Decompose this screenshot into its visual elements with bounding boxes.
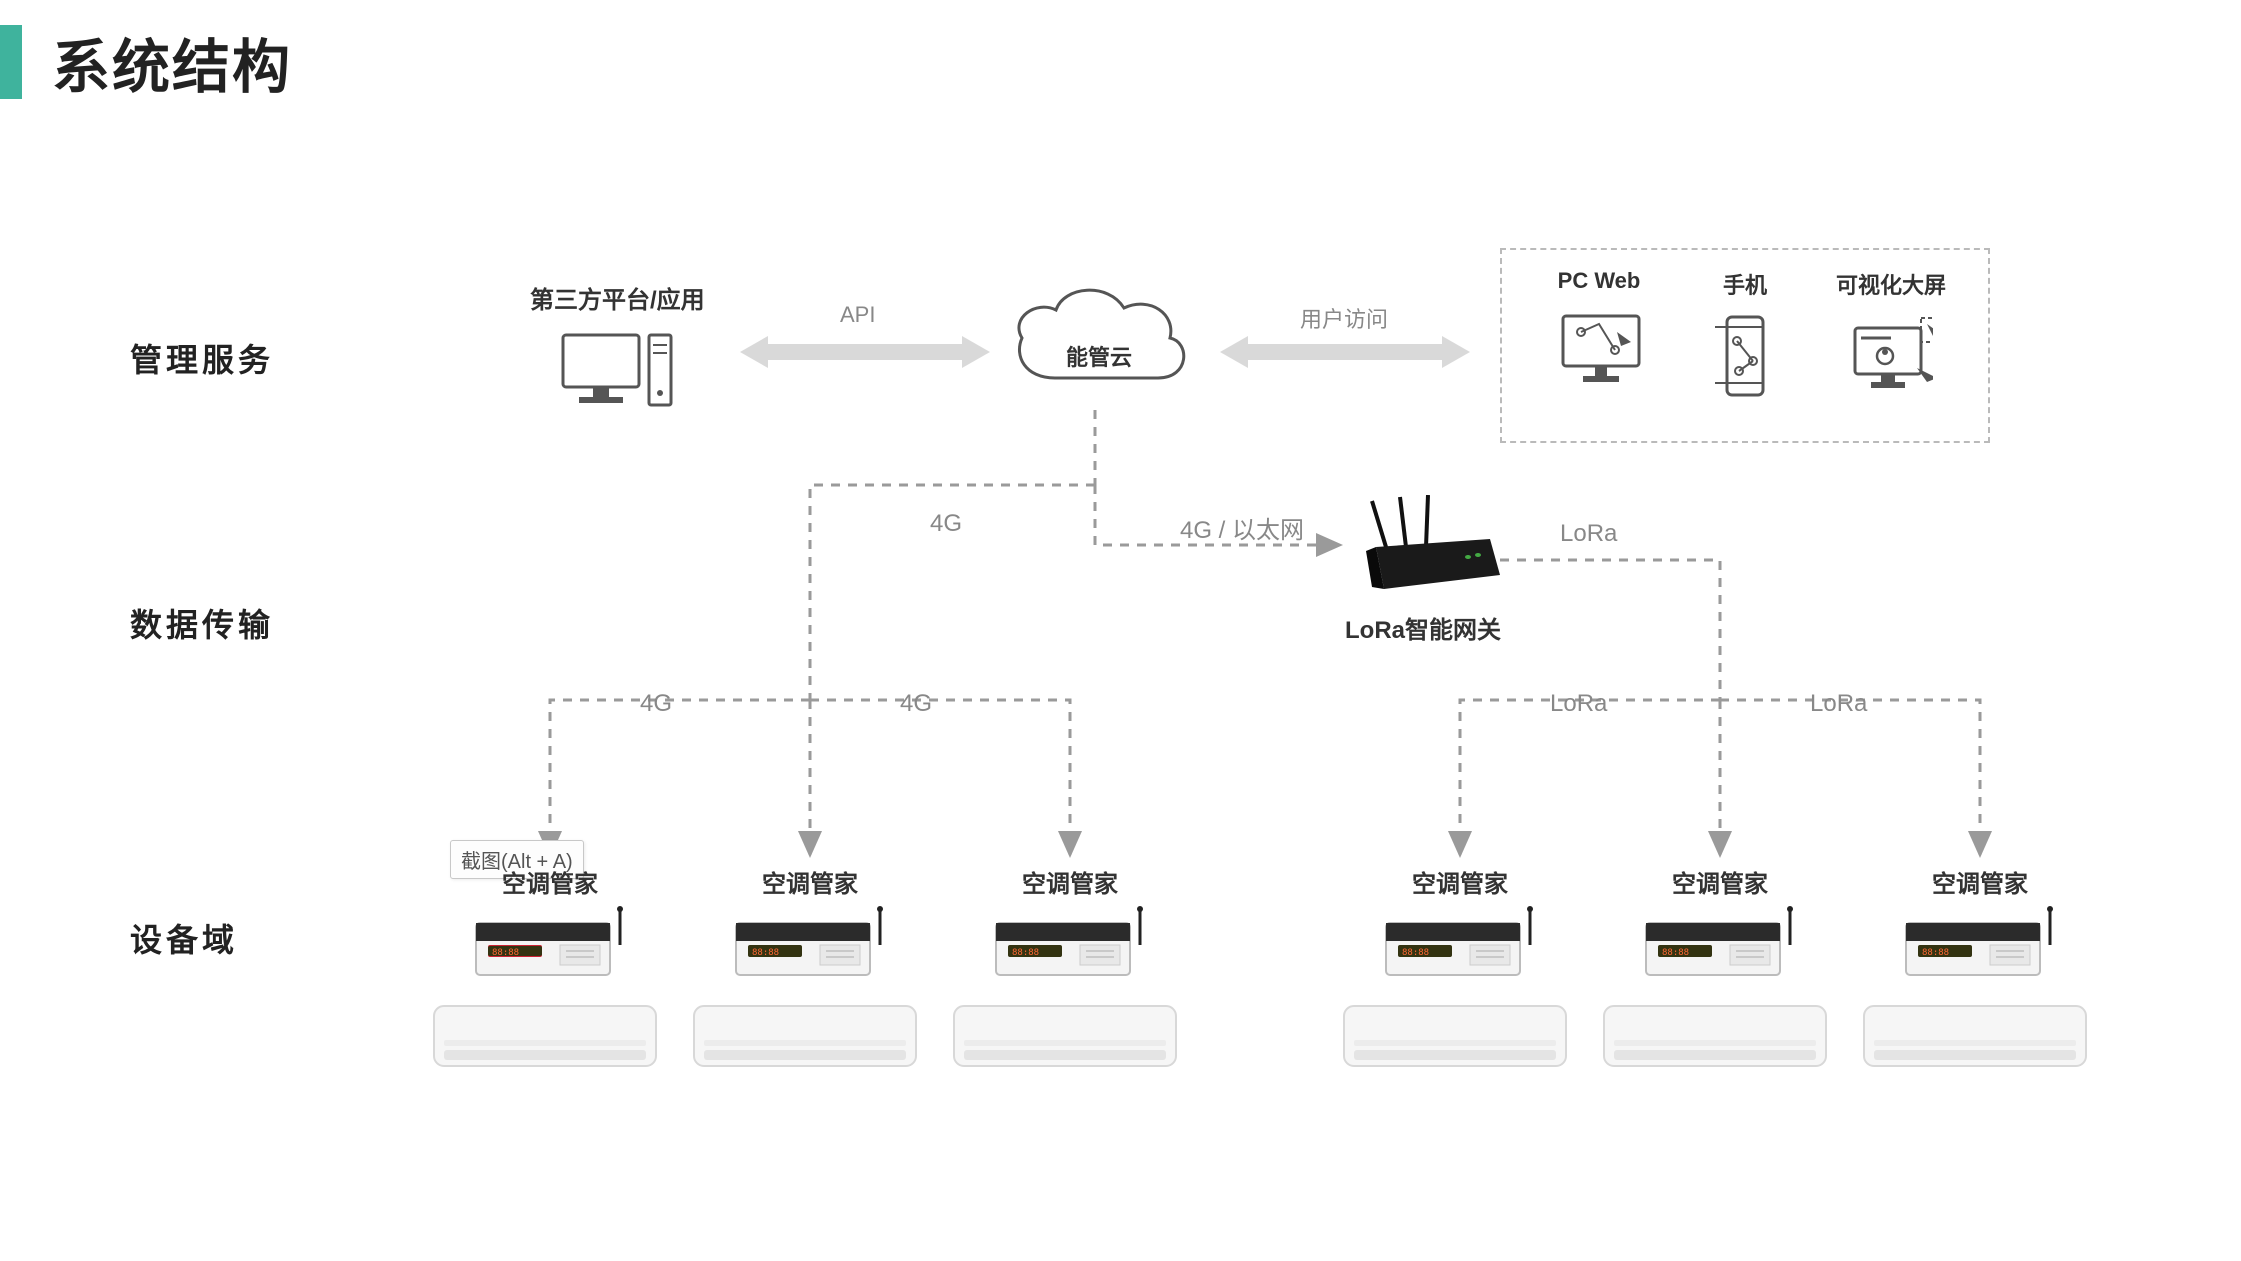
controller-icon: 88:88 [1380, 905, 1540, 985]
svg-text:88:88: 88:88 [492, 948, 519, 958]
gateway-icon [1350, 495, 1510, 605]
title-accent [0, 25, 22, 99]
branch-lora-1: LoRa [1550, 690, 1607, 718]
row-label-device: 设备域 [130, 915, 238, 961]
controller-icon: 88:88 [990, 905, 1150, 985]
svg-text:88:88: 88:88 [1402, 948, 1429, 958]
branch-4g-2: 4G [900, 690, 932, 718]
third-party-block: 第三方平台/应用 [530, 280, 705, 413]
device-title-6: 空调管家 [1932, 864, 2028, 899]
svg-text:88:88: 88:88 [1922, 948, 1949, 958]
device-title-4: 空调管家 [1412, 864, 1508, 899]
device-title-1: 空调管家 [502, 864, 598, 899]
device-col-1: 空调管家 88:88 [460, 864, 640, 985]
ac-unit-4 [1340, 1000, 1550, 1070]
controller-icon: 88:88 [470, 905, 630, 985]
row-label-management: 管理服务 [130, 335, 274, 381]
client-mobile: 手机 [1672, 268, 1818, 398]
device-col-6: 空调管家 88:88 [1890, 864, 2070, 985]
edge-4g-eth: 4G / 以太网 [1180, 510, 1304, 545]
gateway-node [1350, 495, 1500, 610]
clients-box: PC Web 手机 [1500, 248, 1990, 443]
ac-unit-6 [1860, 1000, 2070, 1070]
row-label-transport: 数据传输 [130, 600, 274, 646]
desktop-tower-icon [557, 329, 677, 413]
branch-4g-1: 4G [640, 690, 672, 718]
ac-unit-3 [950, 1000, 1160, 1070]
ac-unit-5 [1600, 1000, 1810, 1070]
user-arrow [1220, 334, 1470, 366]
ac-unit-1 [430, 1000, 640, 1070]
title-bar: 系统结构 [0, 20, 292, 104]
user-label: 用户访问 [1300, 302, 1388, 334]
client-screen-title: 可视化大屏 [1836, 268, 1946, 300]
device-col-3: 空调管家 88:88 [980, 864, 1160, 985]
third-party-title: 第三方平台/应用 [530, 280, 705, 315]
edge-4g-left: 4G [930, 510, 962, 538]
svg-text:88:88: 88:88 [1012, 948, 1039, 958]
device-title-3: 空调管家 [1022, 864, 1118, 899]
svg-text:88:88: 88:88 [752, 948, 779, 958]
client-screen: 可视化大屏 [1818, 268, 1964, 398]
pc-web-icon [1557, 308, 1641, 392]
controller-icon: 88:88 [730, 905, 890, 985]
client-mobile-title: 手机 [1723, 268, 1767, 300]
ac-unit-2 [690, 1000, 900, 1070]
edge-lora-right: LoRa [1560, 520, 1617, 548]
client-pc: PC Web [1526, 268, 1672, 392]
diagram-stage: 系统结构 管理服务 数据传输 设备域 第三方平台/应用 [0, 0, 2241, 1261]
page-title: 系统结构 [52, 20, 292, 104]
mobile-icon [1703, 314, 1787, 398]
cloud-label: 能管云 [1066, 340, 1132, 372]
device-col-4: 空调管家 88:88 [1370, 864, 1550, 985]
client-pc-title: PC Web [1558, 268, 1641, 294]
controller-icon: 88:88 [1640, 905, 1800, 985]
device-title-5: 空调管家 [1672, 864, 1768, 899]
branch-lora-2: LoRa [1810, 690, 1867, 718]
svg-text:88:88: 88:88 [1662, 948, 1689, 958]
device-col-5: 空调管家 88:88 [1630, 864, 1810, 985]
device-title-2: 空调管家 [762, 864, 858, 899]
gateway-label: LoRa智能网关 [1345, 610, 1501, 645]
controller-icon: 88:88 [1900, 905, 2060, 985]
device-col-2: 空调管家 88:88 [720, 864, 900, 985]
api-label: API [840, 302, 875, 328]
big-screen-icon [1849, 314, 1933, 398]
api-arrow [740, 334, 990, 366]
